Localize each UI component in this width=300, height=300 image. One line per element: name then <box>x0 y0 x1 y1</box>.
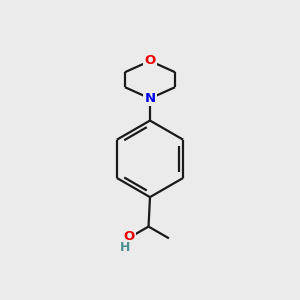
Text: H: H <box>120 241 130 254</box>
Text: O: O <box>144 54 156 68</box>
Text: O: O <box>124 230 135 243</box>
Text: N: N <box>144 92 156 105</box>
